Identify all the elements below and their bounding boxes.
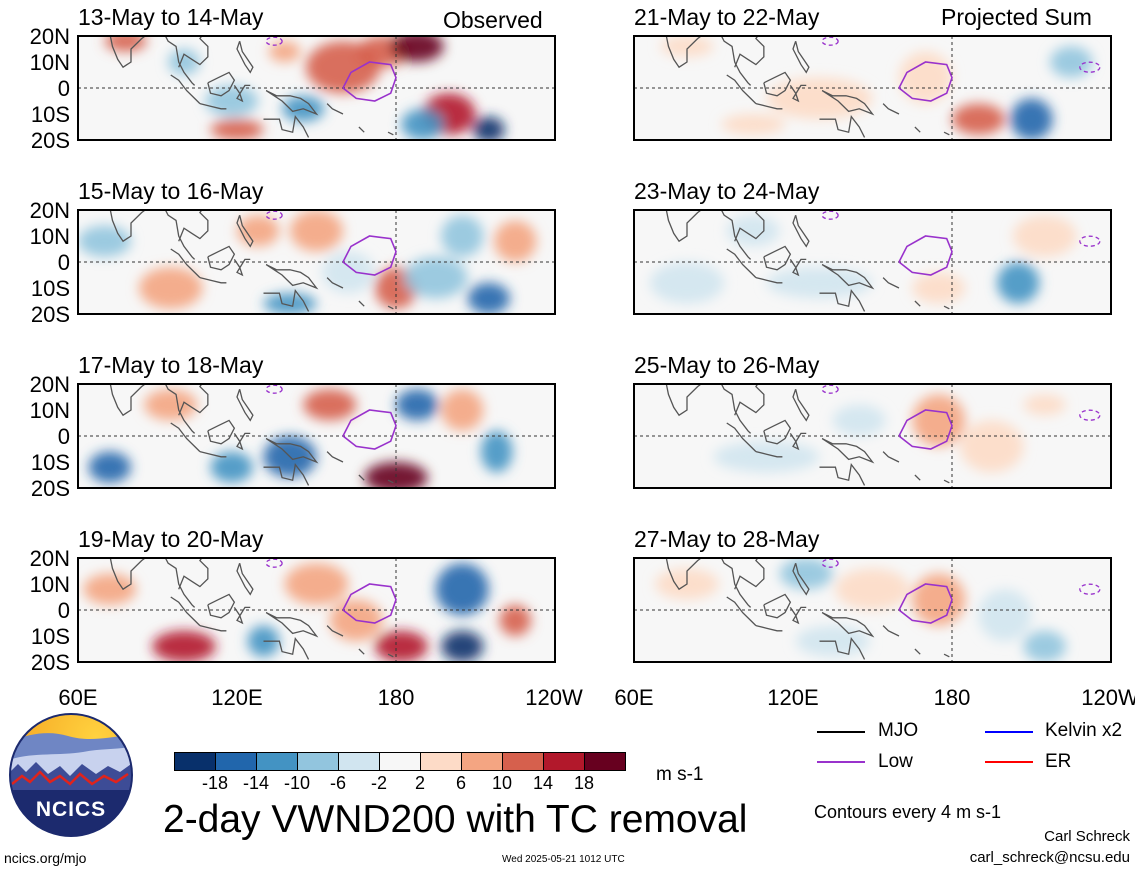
- colorbar-tick-label: 10: [491, 773, 513, 793]
- colorbar-swatch: [543, 752, 585, 771]
- lat-label-0: 0: [57, 250, 70, 275]
- legend-low-line: [817, 761, 865, 763]
- colorbar-tick-label: -6: [329, 773, 347, 793]
- map-panel-projected-3: [634, 384, 1111, 488]
- panel-title-observed-4: 19-May to 20-May: [78, 526, 264, 552]
- timestamp: Wed 2025-05-21 1012 UTC: [502, 854, 625, 865]
- observed-label: Observed: [443, 7, 543, 33]
- panel-title-projected-4: 27-May to 28-May: [634, 526, 820, 552]
- map-panel-observed-2: [78, 210, 555, 314]
- lat-label-10s: 10S: [30, 624, 70, 649]
- lat-label-0: 0: [57, 598, 70, 623]
- colorbar-tick-label: 18: [573, 773, 595, 793]
- lon-label-60e-right: 60E: [614, 685, 654, 710]
- main-title: 2-day VWND200 with TC removal: [163, 798, 748, 841]
- lat-label-20s: 20S: [30, 128, 70, 153]
- colorbar-tick-label: 2: [414, 773, 426, 793]
- lat-label-20n: 20N: [29, 198, 70, 223]
- lat-label-20n: 20N: [29, 24, 70, 49]
- lat-label-20n: 20N: [29, 372, 70, 397]
- map-panel-projected-2: [634, 210, 1111, 314]
- lon-label-120w-right: 120W: [1081, 685, 1135, 710]
- legend-kelvin-line: [985, 731, 1033, 733]
- lat-label-10n: 10N: [29, 50, 70, 75]
- legend-mjo-line: [817, 731, 865, 733]
- ncics-logo: NCICS: [8, 712, 134, 838]
- lon-label-120e-right: 120E: [767, 685, 819, 710]
- colorbar-tick-label: -2: [370, 773, 388, 793]
- panel-title-projected-3: 25-May to 26-May: [634, 352, 820, 378]
- map-panel-observed-4: [78, 558, 555, 662]
- colorbar-tick-label: -10: [283, 773, 311, 793]
- colorbar-tick-label: -18: [201, 773, 229, 793]
- lon-label-180-right: 180: [933, 685, 971, 710]
- panel-title-observed-3: 17-May to 18-May: [78, 352, 264, 378]
- lat-label-0: 0: [57, 76, 70, 101]
- projected-sum-label: Projected Sum: [941, 4, 1092, 30]
- colorbar-swatch: [297, 752, 339, 771]
- colorbar-tick-label: 6: [455, 773, 467, 793]
- colorbar-swatch: [215, 752, 257, 771]
- lat-label-10n: 10N: [29, 572, 70, 597]
- lat-label-10s: 10S: [30, 102, 70, 127]
- map-panel-projected-1: [634, 36, 1111, 140]
- map-panel-observed-3: [78, 384, 555, 488]
- author-name: Carl Schreck: [1044, 828, 1130, 845]
- colorbar-units: m s-1: [656, 764, 704, 785]
- legend-er-label: ER: [1045, 751, 1072, 772]
- lat-label-20s: 20S: [30, 302, 70, 327]
- lat-label-20n: 20N: [29, 546, 70, 571]
- colorbar-swatch: [461, 752, 503, 771]
- colorbar-tick-label: -14: [242, 773, 270, 793]
- logo-text: NCICS: [36, 798, 106, 821]
- lat-label-20s: 20S: [30, 476, 70, 501]
- author-email[interactable]: carl_schreck@ncsu.edu: [969, 849, 1130, 866]
- site-link[interactable]: ncics.org/mjo: [4, 850, 87, 866]
- colorbar-swatch: [502, 752, 544, 771]
- panel-title-observed-1: 13-May to 14-May: [78, 4, 264, 30]
- panel-title-observed-2: 15-May to 16-May: [78, 178, 264, 204]
- lat-label-0: 0: [57, 424, 70, 449]
- legend-er-line: [985, 761, 1033, 763]
- lon-label-60e: 60E: [58, 685, 98, 710]
- panel-title-projected-2: 23-May to 24-May: [634, 178, 820, 204]
- legend-mjo-label: MJO: [878, 720, 919, 741]
- colorbar-swatch: [338, 752, 380, 771]
- lat-label-10n: 10N: [29, 398, 70, 423]
- legend-kelvin-label: Kelvin x2: [1045, 720, 1123, 741]
- legend-low-label: Low: [878, 751, 913, 772]
- colorbar-swatch: [256, 752, 298, 771]
- panel-title-projected-1: 21-May to 22-May: [634, 4, 820, 30]
- lon-label-120w: 120W: [525, 685, 583, 710]
- lon-label-180: 180: [377, 685, 415, 710]
- colorbar-tick-label: 14: [532, 773, 554, 793]
- lon-label-120e: 120E: [211, 685, 263, 710]
- colorbar-swatch: [174, 752, 216, 771]
- map-panel-projected-4: [634, 558, 1111, 662]
- colorbar-swatch: [420, 752, 462, 771]
- lat-label-10s: 10S: [30, 450, 70, 475]
- colorbar-swatch: [584, 752, 626, 771]
- contour-note: Contours every 4 m s-1: [814, 802, 1002, 822]
- colorbar-swatch: [379, 752, 421, 771]
- lat-label-20s: 20S: [30, 650, 70, 675]
- lat-label-10n: 10N: [29, 224, 70, 249]
- map-panel-observed-1: [78, 36, 555, 140]
- lat-label-10s: 10S: [30, 276, 70, 301]
